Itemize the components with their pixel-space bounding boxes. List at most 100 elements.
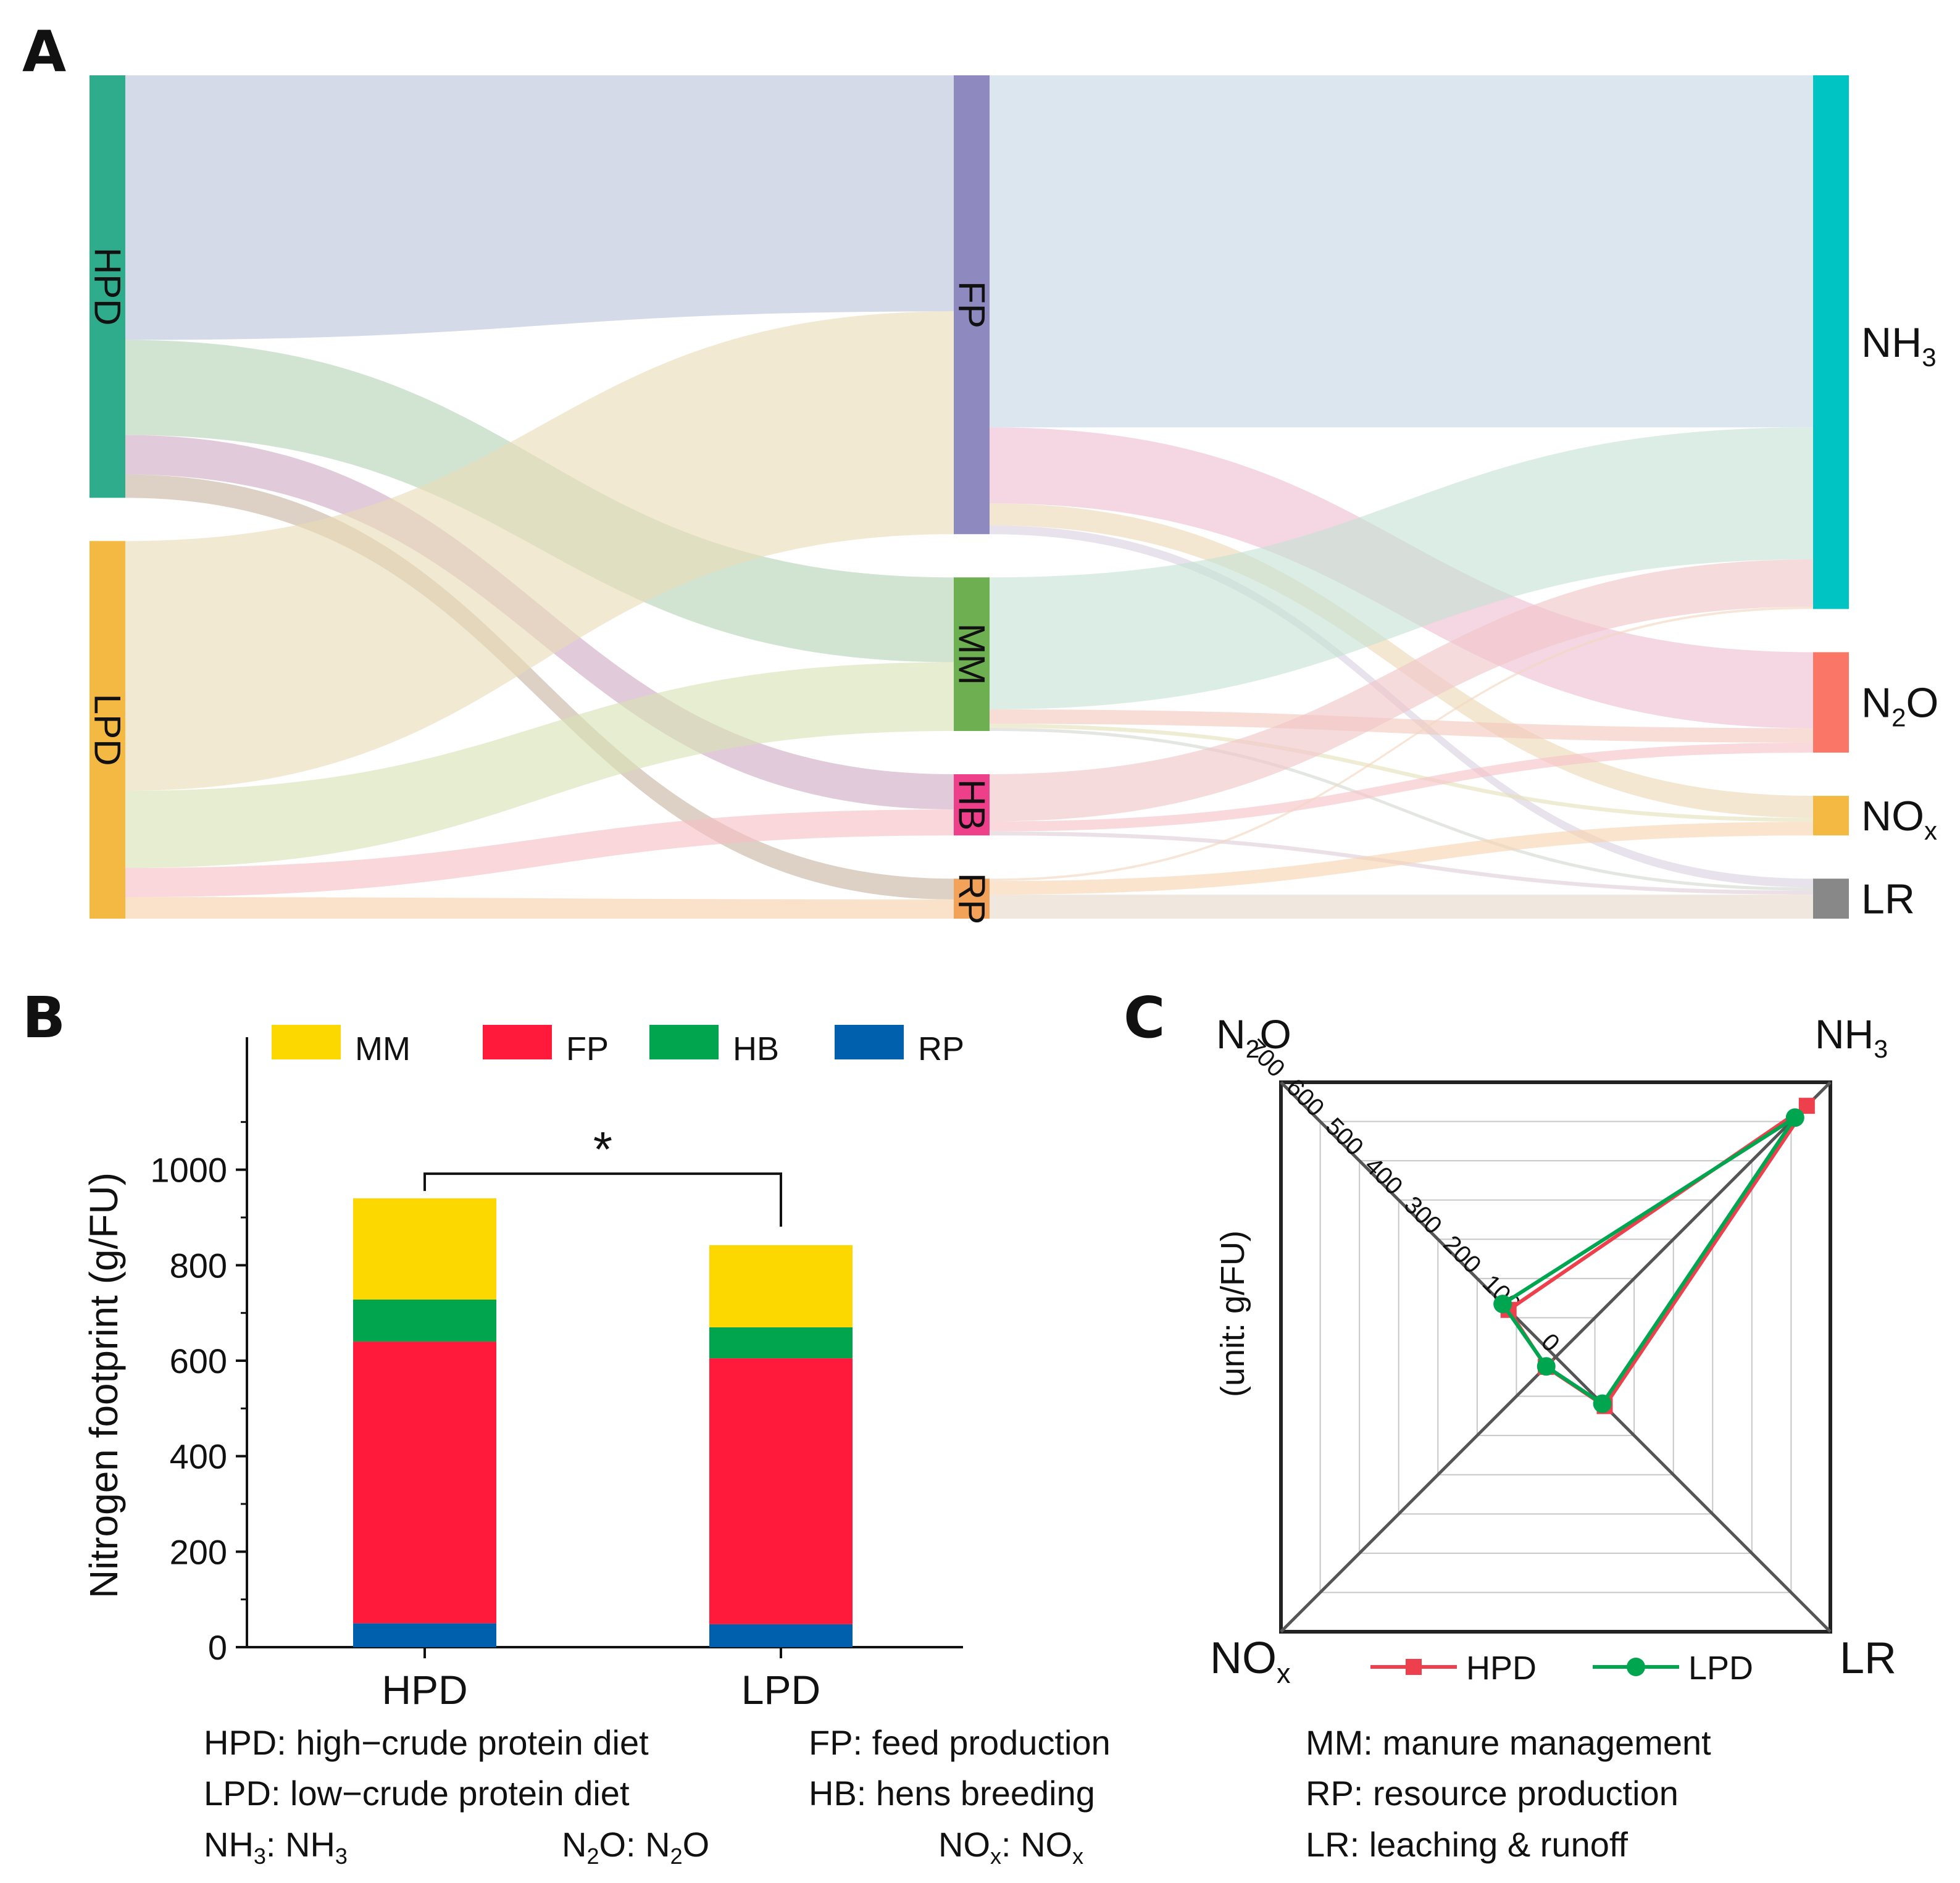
bar-HPD-HB <box>353 1300 496 1342</box>
radar-legend-label-HPD: HPD <box>1466 1650 1537 1687</box>
sankey-label-NH3: NH3 <box>1861 319 1937 372</box>
sankey-nodes: HPD LPD FP MM HB RP NH3 N2O NOx LR <box>87 75 1938 924</box>
sankey-link-HB-NH3 <box>990 559 1813 822</box>
bar-LPD-RP <box>709 1624 853 1647</box>
note-fp: FP: feed production <box>809 1723 1111 1762</box>
radar-legend-label-LPD: LPD <box>1688 1650 1753 1687</box>
radar-grid-ring <box>1319 1121 1792 1593</box>
legend-label-FP: FP <box>566 1030 609 1067</box>
note-hpd: HPD: high−crude protein diet <box>204 1723 649 1762</box>
radar-point-LPD-NH3 <box>1785 1108 1804 1127</box>
radar-point-LPD-NOx <box>1537 1357 1556 1376</box>
sankey-link-MM-NH3 <box>990 427 1813 710</box>
radar-legend-marker-LPD <box>1627 1658 1645 1676</box>
radar-legend-marker-HPD <box>1406 1659 1422 1675</box>
sankey-label-LR: LR <box>1861 876 1915 923</box>
bar-LPD-MM <box>709 1245 853 1327</box>
x-tick-label: HPD <box>382 1667 467 1713</box>
radar-axis-diag2 <box>1280 1081 1832 1633</box>
radar-grid-ring <box>1437 1238 1674 1476</box>
sankey-node-FP <box>954 75 990 535</box>
panel-label-c: C <box>1124 985 1166 1051</box>
note-lr: LR: leaching & runoff <box>1306 1825 1628 1864</box>
bar-HPD-MM <box>353 1198 496 1300</box>
legend-swatch-RP <box>835 1025 904 1059</box>
sankey-link-FP-NH3 <box>990 75 1813 428</box>
radar-axis-label-NOx: NOx <box>1210 1634 1291 1689</box>
bar-HPD-RP <box>353 1623 496 1647</box>
radar-unit-label: (unit: g/FU) <box>1214 1230 1251 1397</box>
sankey-node-MM <box>954 577 990 732</box>
sankey-link-HPD-RP <box>125 474 954 900</box>
sankey-chart: HPD LPD FP MM HB RP NH3 N2O NOx LR <box>87 75 1938 924</box>
legend-label-RP: RP <box>918 1030 964 1067</box>
sankey-node-NH3 <box>1813 75 1849 609</box>
sankey-link-MM-LR <box>990 727 1813 891</box>
radar-tick-label: 500 <box>1320 1113 1369 1161</box>
radar-tick-label: 300 <box>1399 1191 1447 1239</box>
sankey-node-HB <box>954 774 990 836</box>
note-mm: MM: manure management <box>1306 1723 1711 1762</box>
sankey-node-HPD <box>90 75 125 498</box>
y-tick-label: 800 <box>170 1246 227 1285</box>
radar-axis-label-NH3: NH3 <box>1815 1011 1888 1063</box>
sankey-link-LPD-HB <box>125 809 954 898</box>
note-nox: NOx: NOx <box>938 1825 1084 1869</box>
sankey-link-MM-N2O <box>990 709 1813 743</box>
sankey-link-LPD-FP <box>125 311 954 791</box>
sankey-link-LPD-RP <box>125 897 954 919</box>
x-tick-label: LPD <box>741 1667 820 1713</box>
panel-label-a: A <box>22 19 67 85</box>
bar-LPD-FP <box>709 1358 853 1624</box>
sankey-label-HB: HB <box>951 779 993 830</box>
panel-label-b: B <box>22 985 66 1051</box>
y-tick-label: 1000 <box>150 1151 227 1190</box>
radar-grid-ring <box>1398 1199 1714 1515</box>
sankey-link-FP-NOx <box>990 503 1813 818</box>
significance-marker: * <box>593 1122 612 1177</box>
bar-LPD-HB <box>709 1327 853 1359</box>
y-axis-label: Nitrogen footprint (g/FU) <box>81 1172 126 1598</box>
legend-swatch-MM <box>272 1025 341 1059</box>
sankey-label-HPD: HPD <box>87 248 128 326</box>
radar-tick-label: 200 <box>1438 1230 1486 1279</box>
sankey-link-HB-N2O <box>990 742 1813 832</box>
y-tick-label: 0 <box>208 1628 227 1667</box>
note-lpd: LPD: low−crude protein diet <box>204 1774 630 1813</box>
legend-label-HB: HB <box>733 1030 779 1067</box>
sankey-link-RP-LR <box>990 895 1813 919</box>
radar-grid-ring <box>1359 1160 1753 1554</box>
note-nh3: NH3: NH3 <box>204 1825 348 1869</box>
sankey-label-FP: FP <box>951 281 993 328</box>
radar-axis-label-LR: LR <box>1840 1634 1896 1683</box>
sankey-label-MM: MM <box>951 624 993 685</box>
stacked-bar-chart: 0 200 400 600 800 1000 Nitrogen footprint (g/F… <box>81 1025 964 1713</box>
sankey-node-LR <box>1813 879 1849 919</box>
y-tick-label: 200 <box>170 1532 227 1571</box>
sankey-links <box>125 75 1813 919</box>
radar-axis-label-N2O: N2O <box>1216 1011 1291 1063</box>
legend-swatch-HB <box>649 1025 719 1059</box>
sankey-node-RP <box>954 879 990 919</box>
y-tick-label: 400 <box>170 1437 227 1476</box>
radar-grid-ring <box>1516 1317 1596 1397</box>
note-n2o: N2O: N2O <box>562 1825 710 1869</box>
sankey-link-RP-NOx <box>990 822 1813 895</box>
sankey-label-NOx: NOx <box>1861 793 1937 845</box>
sankey-node-LPD <box>90 541 125 919</box>
sankey-label-LPD: LPD <box>87 694 128 766</box>
sankey-label-RP: RP <box>951 873 993 924</box>
sankey-link-RP-NH3 <box>990 606 1813 882</box>
y-tick-label: 600 <box>170 1342 227 1380</box>
sankey-node-NOx <box>1813 796 1849 836</box>
radar-frame <box>1279 1080 1832 1634</box>
sankey-link-HPD-FP <box>125 75 954 340</box>
radar-tick-label: 400 <box>1359 1152 1407 1200</box>
legend-label-MM: MM <box>355 1030 411 1067</box>
radar-point-LPD-N2O <box>1493 1295 1512 1314</box>
radar-point-LPD-LR <box>1593 1394 1612 1413</box>
note-rp: RP: resource production <box>1306 1774 1679 1813</box>
sankey-link-LPD-MM <box>125 662 954 868</box>
note-hb: HB: hens breeding <box>809 1774 1095 1813</box>
